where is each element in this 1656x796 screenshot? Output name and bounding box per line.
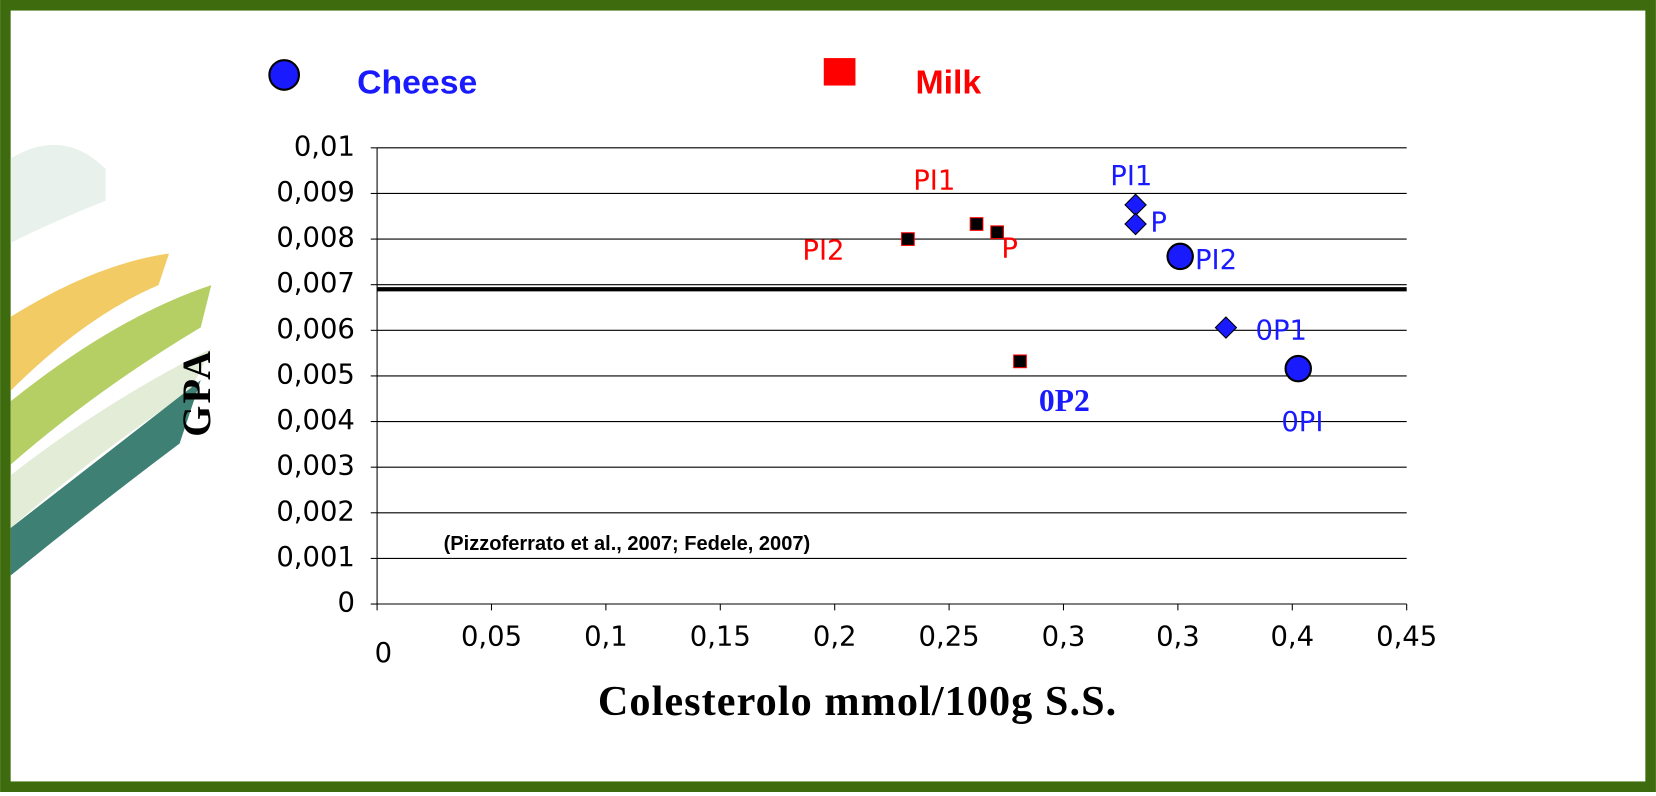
x-tick-label: 0 — [375, 638, 392, 669]
y-axis-title: GPA — [174, 349, 219, 437]
x-tick-label: 0,3 — [1156, 621, 1200, 652]
y-tick-label: 0,002 — [276, 496, 355, 527]
y-tick-label: 0,005 — [276, 359, 355, 390]
x-axis-title: Colesterolo mmol/100g S.S. — [598, 678, 1117, 725]
legend-label: Cheese — [357, 63, 477, 101]
x-tick-label: 0,25 — [919, 621, 980, 652]
x-tick-label: 0,05 — [461, 621, 522, 652]
frame — [5, 5, 1650, 786]
point-label: PI1 — [1110, 161, 1152, 192]
y-tick-label: 0,007 — [276, 268, 355, 299]
y-tick-label: 0 — [337, 588, 354, 619]
x-tick-label: 0,45 — [1376, 621, 1437, 652]
point-label: PI2 — [1195, 245, 1237, 276]
legend-marker — [824, 58, 856, 85]
y-tick-label: 0,01 — [294, 131, 355, 162]
point-label: P — [1150, 208, 1167, 239]
y-tick-label: 0,009 — [276, 177, 355, 208]
point-label: PI1 — [913, 165, 955, 196]
x-tick-label: 0,2 — [813, 621, 857, 652]
page: {"chart_data": {"type": "scatter", "x_la… — [0, 0, 1656, 792]
y-tick-label: 0,008 — [276, 223, 355, 254]
chart: Cheese Milk Colesterolo mmol/100g S.S. G… — [0, 0, 1656, 792]
x-tick-label: 0,4 — [1270, 621, 1314, 652]
y-tick-label: 0,001 — [276, 542, 355, 573]
point — [970, 218, 983, 231]
point — [902, 233, 915, 246]
point-label: P — [1001, 234, 1018, 265]
y-tick-label: 0,004 — [276, 405, 355, 436]
point-label: PI2 — [802, 235, 844, 266]
legend-marker — [269, 60, 299, 90]
y-tick-label: 0,006 — [276, 314, 355, 345]
point-label: 0PI — [1281, 407, 1323, 438]
point — [1014, 355, 1027, 368]
point-label: 0P2 — [1039, 383, 1090, 418]
y-tick-label: 0,003 — [276, 451, 355, 482]
point — [1168, 244, 1193, 269]
point — [1286, 356, 1311, 381]
x-tick-label: 0,3 — [1042, 621, 1086, 652]
x-tick-label: 0,15 — [690, 621, 751, 652]
legend-label: Milk — [916, 63, 982, 101]
annotation: (Pizzoferrato et al., 2007; Fedele, 2007… — [444, 533, 811, 555]
x-tick-label: 0,1 — [584, 621, 628, 652]
point-label: 0P1 — [1256, 315, 1307, 346]
